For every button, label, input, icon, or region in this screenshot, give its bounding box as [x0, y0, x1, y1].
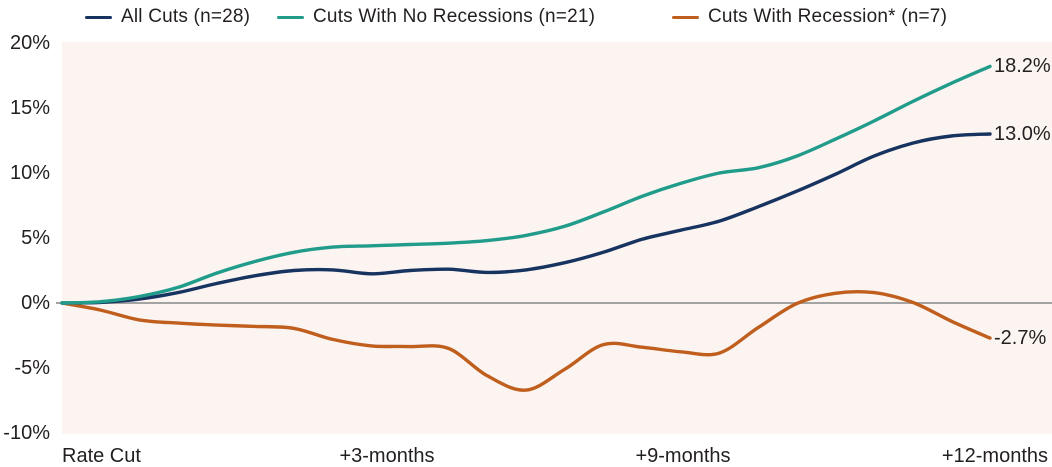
- legend-label: All Cuts (n=28): [121, 6, 251, 27]
- end-value-label-recession: -2.7%: [994, 327, 1047, 350]
- y-tick-label: 0%: [21, 292, 50, 314]
- y-tick-label: -5%: [14, 357, 50, 379]
- legend-item-recession: Cuts With Recession* (n=7): [672, 5, 947, 29]
- legend-item-all-cuts: All Cuts (n=28): [85, 5, 250, 29]
- legend-label: Cuts With Recession* (n=7): [708, 6, 948, 27]
- end-value-label-no-recessions: 18.2%: [994, 55, 1051, 78]
- y-tick-label: 10%: [9, 162, 50, 184]
- legend-label: Cuts With No Recessions (n=21): [313, 6, 596, 27]
- x-tick-label-rate-cut: Rate Cut: [62, 445, 141, 467]
- x-tick-label-9-months: +9-months: [635, 445, 731, 467]
- y-tick-label: -10%: [3, 422, 50, 444]
- legend-item-no-recessions: Cuts With No Recessions (n=21): [277, 5, 595, 29]
- end-value-label-all-cuts: 13.0%: [994, 123, 1051, 145]
- legend-swatch-navy: [85, 15, 112, 19]
- legend: All Cuts (n=28) Cuts With No Recessions …: [0, 5, 1052, 29]
- y-tick-label: 20%: [9, 32, 50, 54]
- y-tick-label: 15%: [9, 97, 50, 119]
- plot-area: [62, 42, 1052, 434]
- x-tick-label-3-months: +3-months: [339, 445, 435, 467]
- legend-swatch-teal: [277, 15, 304, 19]
- y-tick-label: 5%: [21, 227, 50, 249]
- legend-swatch-orange: [672, 15, 699, 19]
- x-tick-label-12-months: +12-months: [941, 445, 1048, 467]
- zero-axis-line: [56, 302, 1052, 304]
